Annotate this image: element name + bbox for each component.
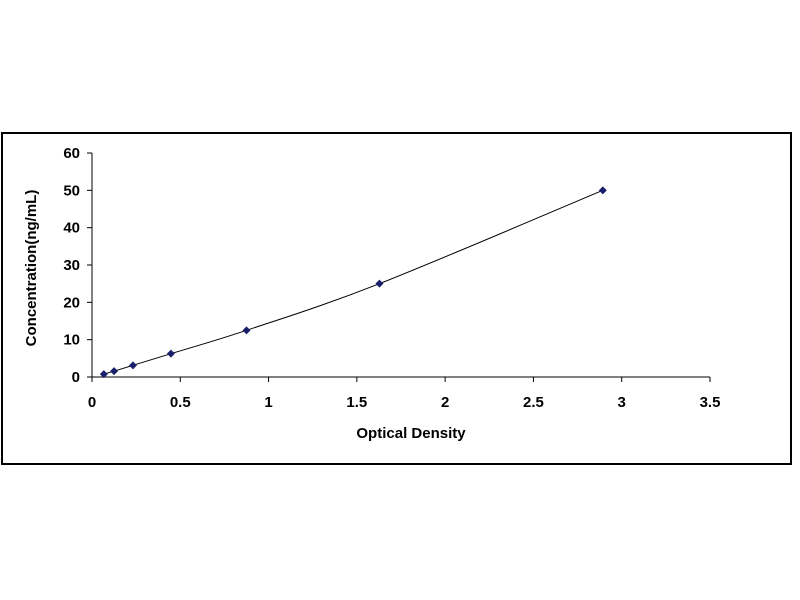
y-tick-label: 40 xyxy=(63,220,80,237)
x-tick-label: 2.5 xyxy=(523,394,544,411)
data-point xyxy=(99,370,108,379)
x-tick-label: 1.5 xyxy=(346,394,367,411)
y-axis-title: Concentration(ng/mL) xyxy=(23,190,40,347)
x-tick-label: 2 xyxy=(441,394,449,411)
x-tick-label: 0.5 xyxy=(170,394,191,411)
x-axis-title: Optical Density xyxy=(356,425,466,442)
chart-frame xyxy=(1,132,792,465)
trend-line xyxy=(103,189,604,375)
y-tick-label: 50 xyxy=(63,182,80,199)
data-point xyxy=(128,361,137,370)
y-tick-label: 20 xyxy=(63,294,80,311)
x-tick-label: 0 xyxy=(88,394,96,411)
data-point xyxy=(598,186,607,195)
x-tick-label: 3.5 xyxy=(700,394,721,411)
x-ticks: 0 0.5 1 1.5 2 2.5 3 3.5 xyxy=(88,377,721,411)
x-tick-label: 3 xyxy=(618,394,626,411)
data-point xyxy=(242,326,251,335)
y-tick-label: 30 xyxy=(63,257,80,274)
y-tick-label: 10 xyxy=(63,332,80,349)
x-tick-label: 1 xyxy=(264,394,272,411)
data-point xyxy=(166,349,175,358)
y-tick-label: 0 xyxy=(72,369,80,386)
data-points xyxy=(99,186,607,379)
data-point xyxy=(110,367,119,376)
axes xyxy=(91,153,710,378)
y-ticks: 0 10 20 30 40 50 60 xyxy=(63,145,92,386)
data-point xyxy=(375,279,384,288)
y-tick-label: 60 xyxy=(63,145,80,162)
